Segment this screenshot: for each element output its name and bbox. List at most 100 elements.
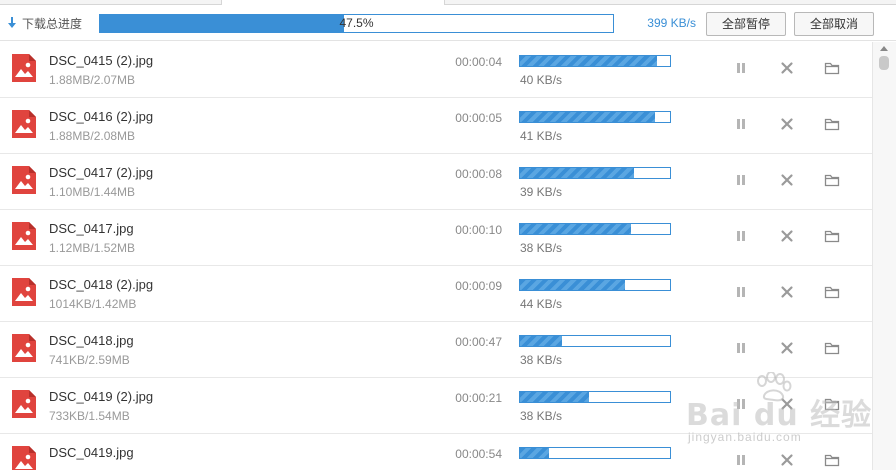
download-list: DSC_0415 (2).jpg 1.88MB/2.07MB 00:00:04 … [0, 42, 872, 470]
folder-icon[interactable] [824, 396, 840, 412]
file-progress-bar [519, 391, 671, 403]
download-row[interactable]: DSC_0419 (2).jpg 733KB/1.54MB 00:00:21 3… [0, 378, 872, 434]
file-name: DSC_0418.jpg [49, 333, 134, 348]
pause-icon[interactable] [733, 116, 749, 132]
pause-icon[interactable] [733, 396, 749, 412]
folder-icon[interactable] [824, 284, 840, 300]
file-progress-bar [519, 167, 671, 179]
file-progress-fill [520, 112, 655, 122]
image-file-icon [12, 222, 36, 250]
pause-icon[interactable] [733, 340, 749, 356]
pause-icon[interactable] [733, 452, 749, 468]
download-row[interactable]: DSC_0417 (2).jpg 1.10MB/1.44MB 00:00:08 … [0, 154, 872, 210]
image-file-icon [12, 278, 36, 306]
file-name: DSC_0418 (2).jpg [49, 277, 154, 292]
file-size: 741KB/2.59MB [49, 353, 130, 367]
file-progress-fill [520, 168, 634, 178]
close-icon[interactable] [779, 116, 795, 132]
scroll-thumb[interactable] [879, 56, 889, 70]
file-size: 1.88MB/2.07MB [49, 73, 136, 87]
folder-icon[interactable] [824, 172, 840, 188]
remaining-time: 00:00:04 [455, 55, 502, 69]
total-speed: 399 KB/s [647, 16, 696, 30]
remaining-time: 00:00:54 [455, 447, 502, 461]
remaining-time: 00:00:05 [455, 111, 502, 125]
download-row[interactable]: DSC_0418 (2).jpg 1014KB/1.42MB 00:00:09 … [0, 266, 872, 322]
file-name: DSC_0415 (2).jpg [49, 53, 154, 68]
pause-icon[interactable] [733, 172, 749, 188]
download-speed: 38 KB/s [520, 409, 563, 423]
file-progress-fill [520, 392, 589, 402]
file-name: DSC_0416 (2).jpg [49, 109, 154, 124]
download-speed: 41 KB/s [520, 129, 563, 143]
close-icon[interactable] [779, 228, 795, 244]
scroll-up-arrow-icon[interactable] [880, 46, 888, 51]
file-progress-bar [519, 447, 671, 459]
remaining-time: 00:00:10 [455, 223, 502, 237]
file-size: 1.10MB/1.44MB [49, 185, 136, 199]
folder-icon[interactable] [824, 340, 840, 356]
total-progress-percent: 47.5% [339, 16, 374, 30]
image-file-icon [12, 110, 36, 138]
remaining-time: 00:00:21 [455, 391, 502, 405]
download-row[interactable]: DSC_0417.jpg 1.12MB/1.52MB 00:00:10 38 K… [0, 210, 872, 266]
folder-icon[interactable] [824, 60, 840, 76]
download-arrow-icon [8, 16, 16, 31]
cancel-all-button[interactable]: 全部取消 [794, 12, 874, 36]
file-progress-fill [520, 280, 625, 290]
scrollbar[interactable] [872, 42, 896, 470]
close-icon[interactable] [779, 452, 795, 468]
image-file-icon [12, 446, 36, 470]
download-speed: 44 KB/s [520, 297, 563, 311]
remaining-time: 00:00:09 [455, 279, 502, 293]
total-progress-label-text: 下载总进度 [22, 17, 83, 31]
file-name: DSC_0419 (2).jpg [49, 389, 154, 404]
download-row[interactable]: DSC_0416 (2).jpg 1.88MB/2.08MB 00:00:05 … [0, 98, 872, 154]
file-size: 1014KB/1.42MB [49, 297, 137, 311]
file-progress-bar [519, 111, 671, 123]
file-progress-fill [520, 336, 562, 346]
image-file-icon [12, 334, 36, 362]
file-progress-fill [520, 224, 631, 234]
file-size: 1.88MB/2.08MB [49, 129, 136, 143]
file-size: 733KB/1.54MB [49, 409, 130, 423]
close-icon[interactable] [779, 340, 795, 356]
download-speed: 38 KB/s [520, 353, 563, 367]
file-name: DSC_0417.jpg [49, 221, 134, 236]
image-file-icon [12, 54, 36, 82]
download-row[interactable]: DSC_0418.jpg 741KB/2.59MB 00:00:47 38 KB… [0, 322, 872, 378]
pause-icon[interactable] [733, 228, 749, 244]
remaining-time: 00:00:47 [455, 335, 502, 349]
close-icon[interactable] [779, 172, 795, 188]
close-icon[interactable] [779, 396, 795, 412]
download-speed: 38 KB/s [520, 241, 563, 255]
tab-left[interactable] [0, 0, 222, 5]
total-progress-label: 下载总进度 [8, 15, 82, 32]
file-progress-fill [520, 448, 549, 458]
file-name: DSC_0419.jpg [49, 445, 134, 460]
tab-strip [0, 0, 896, 5]
file-name: DSC_0417 (2).jpg [49, 165, 154, 180]
file-progress-fill [520, 56, 657, 66]
download-header: 下载总进度 47.5% 399 KB/s 全部暂停 全部取消 [0, 5, 896, 41]
file-size: 1.12MB/1.52MB [49, 241, 136, 255]
download-row[interactable]: DSC_0415 (2).jpg 1.88MB/2.07MB 00:00:04 … [0, 42, 872, 98]
folder-icon[interactable] [824, 452, 840, 468]
folder-icon[interactable] [824, 116, 840, 132]
folder-icon[interactable] [824, 228, 840, 244]
pause-icon[interactable] [733, 284, 749, 300]
file-progress-bar [519, 279, 671, 291]
download-speed: 40 KB/s [520, 73, 563, 87]
tab-right[interactable] [444, 0, 896, 5]
download-row[interactable]: DSC_0419.jpg 00:00:54 [0, 434, 872, 470]
close-icon[interactable] [779, 60, 795, 76]
remaining-time: 00:00:08 [455, 167, 502, 181]
pause-icon[interactable] [733, 60, 749, 76]
close-icon[interactable] [779, 284, 795, 300]
file-progress-bar [519, 335, 671, 347]
image-file-icon [12, 166, 36, 194]
download-speed: 39 KB/s [520, 185, 563, 199]
total-progress-fill [100, 15, 344, 32]
file-progress-bar [519, 223, 671, 235]
pause-all-button[interactable]: 全部暂停 [706, 12, 786, 36]
